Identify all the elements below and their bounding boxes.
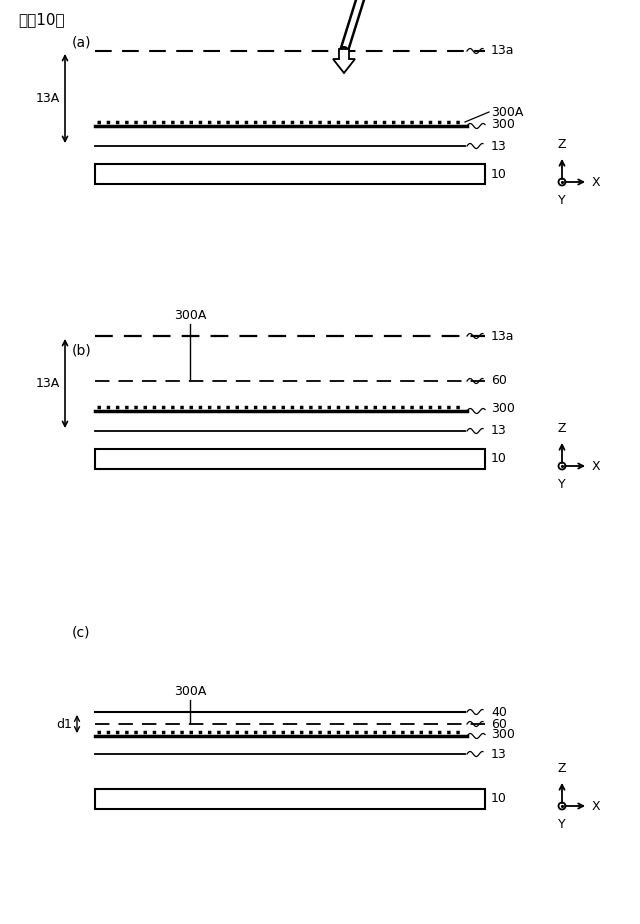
Text: 300: 300 [491,403,515,416]
Text: 13: 13 [491,140,507,152]
Text: d1: d1 [56,718,72,731]
Text: Y: Y [558,194,566,207]
Text: 60: 60 [491,374,507,387]
Text: 60: 60 [491,718,507,731]
Text: 13a: 13a [491,330,515,343]
Text: X: X [592,799,600,812]
Text: (c): (c) [72,626,90,640]
Text: 10: 10 [491,453,507,466]
Text: 40: 40 [491,706,507,719]
Text: X: X [592,459,600,472]
Text: 300A: 300A [174,309,206,322]
Text: 300A: 300A [174,685,206,698]
Text: Y: Y [558,478,566,491]
Text: 300A: 300A [491,105,524,118]
Text: 10: 10 [491,793,507,806]
Text: 13: 13 [491,748,507,760]
Text: (b): (b) [72,344,92,358]
Bar [95,789,485,809]
Text: 300: 300 [491,727,515,740]
Text: 【図10】: 【図10】 [18,12,65,27]
Polygon shape [333,49,355,73]
Text: Z: Z [557,138,566,151]
Text: Z: Z [557,422,566,435]
Bar [95,164,485,184]
Text: 13A: 13A [36,92,60,105]
Text: Z: Z [557,762,566,775]
Text: 13: 13 [491,424,507,437]
Text: 13A: 13A [36,377,60,390]
Text: (a): (a) [72,36,92,50]
Bar [95,449,485,469]
Text: 13a: 13a [491,44,515,57]
Text: Y: Y [558,818,566,831]
Text: X: X [592,176,600,188]
Text: 300: 300 [491,117,515,130]
Text: 10: 10 [491,167,507,180]
